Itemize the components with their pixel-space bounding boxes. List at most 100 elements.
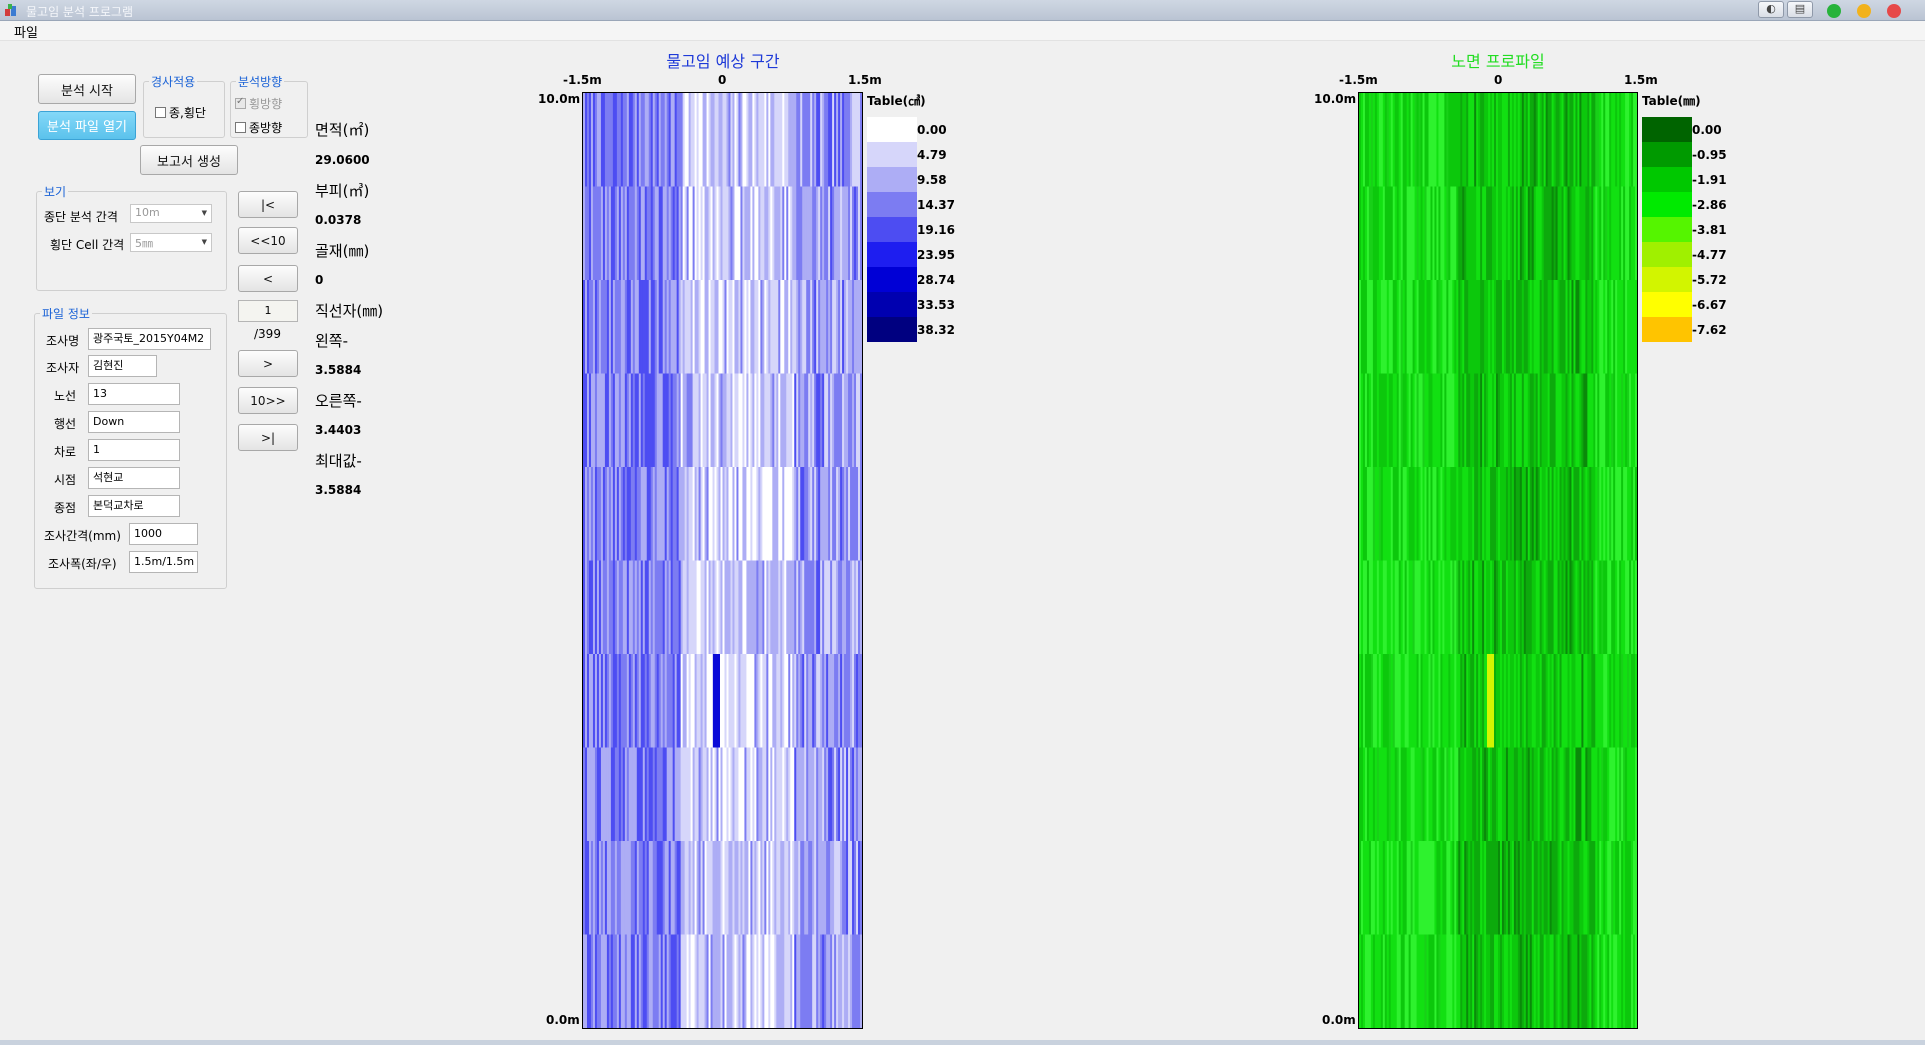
- profile-heatmap-cell: [1589, 186, 1592, 281]
- profile-heatmap-cell: [1523, 841, 1527, 936]
- next-page-button[interactable]: >: [238, 350, 298, 377]
- report-button[interactable]: 보고서 생성: [140, 145, 238, 175]
- forward-10-button[interactable]: 10>>: [238, 387, 298, 414]
- ponding-heatmap-cell: [790, 280, 793, 375]
- profile-heatmap-cell: [1454, 654, 1457, 749]
- profile-heatmap-cell: [1402, 560, 1406, 655]
- menu-file[interactable]: 파일: [14, 26, 38, 41]
- profile-heatmap-cell: [1366, 934, 1370, 1028]
- profile-heatmap-cell: [1394, 747, 1398, 842]
- profile-heatmap-cell: [1428, 747, 1432, 842]
- profile-heatmap-cell: [1370, 186, 1374, 281]
- profile-heatmap-cell: [1587, 280, 1590, 375]
- ponding-heatmap-cell: [736, 934, 740, 1028]
- file-info-field[interactable]: 1.5m/1.5m: [129, 551, 198, 573]
- profile-heatmap-cell: [1503, 747, 1507, 842]
- minimize-dot-icon[interactable]: [1857, 4, 1871, 18]
- long-interval-select[interactable]: 10m ▼: [130, 204, 212, 223]
- ponding-heatmap-cell: [646, 747, 650, 842]
- file-info-field[interactable]: 본덕교차로: [88, 495, 180, 517]
- profile-heatmap-cell: [1521, 373, 1525, 468]
- profile-heatmap-cell: [1368, 654, 1372, 749]
- horizontal-direction-checkbox[interactable]: 횡방향: [235, 95, 282, 112]
- ponding-heatmap-cell: [824, 373, 827, 468]
- ponding-heatmap-cell: [710, 841, 714, 936]
- ponding-heatmap-cell: [776, 467, 779, 562]
- file-info-field[interactable]: 석현교: [88, 467, 180, 489]
- ponding-heatmap-cell: [664, 654, 668, 749]
- ponding-heatmap-cell: [824, 934, 827, 1028]
- back-10-button[interactable]: <<10: [238, 227, 298, 254]
- profile-heatmap-cell: [1388, 654, 1392, 749]
- ponding-heatmap-cell: [750, 93, 753, 188]
- first-page-button[interactable]: |<: [238, 191, 298, 218]
- page-number-input[interactable]: 1: [238, 300, 298, 322]
- ponding-heatmap-cell: [748, 280, 751, 375]
- file-info-field[interactable]: 1: [88, 439, 180, 461]
- profile-heatmap-cell: [1446, 747, 1449, 842]
- profile-heatmap-cell: [1521, 934, 1525, 1028]
- open-file-button[interactable]: 분석 파일 열기: [38, 111, 136, 140]
- file-info-field[interactable]: Down: [88, 411, 180, 433]
- profile-heatmap-cell: [1448, 186, 1451, 281]
- file-info-field[interactable]: 1000: [129, 523, 198, 545]
- ponding-heatmap-cell: [736, 747, 740, 842]
- ponding-heatmap-cell: [642, 93, 646, 188]
- file-info-field[interactable]: 김현진: [88, 355, 157, 377]
- slope-checkbox[interactable]: 종,횡단: [155, 104, 206, 121]
- last-page-button[interactable]: >|: [238, 424, 298, 451]
- ponding-heatmap-cell: [612, 186, 616, 281]
- profile-heatmap-cell: [1394, 186, 1398, 281]
- file-info-field[interactable]: 광주국토_2015Y04M2: [88, 328, 211, 350]
- cross-cell-select[interactable]: 5㎜ ▼: [130, 233, 212, 252]
- chevron-down-icon: ▼: [201, 238, 207, 246]
- view-toggle-icon[interactable]: ◐: [1758, 1, 1784, 18]
- ponding-heatmap-cell: [598, 934, 602, 1028]
- profile-heatmap-cell: [1430, 747, 1434, 842]
- ponding-heatmap-cell: [852, 841, 855, 936]
- profile-heatmap-cell: [1438, 934, 1442, 1028]
- close-dot-icon[interactable]: [1887, 4, 1901, 18]
- ponding-heatmap-cell: [856, 373, 859, 468]
- ponding-heatmap-cell: [828, 654, 831, 749]
- profile-heatmap-cell: [1555, 373, 1559, 468]
- profile-heatmap-cell: [1559, 934, 1563, 1028]
- ponding-heatmap-cell: [672, 93, 676, 188]
- profile-heatmap-cell: [1446, 560, 1449, 655]
- ponding-heatmap-cell: [744, 373, 748, 468]
- ponding-heatmap-cell: [594, 654, 598, 749]
- profile-heatmap-cell: [1454, 747, 1457, 842]
- profile-heatmap-cell: [1551, 280, 1555, 375]
- prev-page-button[interactable]: <: [238, 265, 298, 292]
- ponding-heatmap-cell: [584, 186, 588, 281]
- ponding-heatmap-cell: [642, 654, 646, 749]
- ponding-heatmap-cell: [804, 560, 807, 655]
- ponding-heatmap-cell: [822, 373, 825, 468]
- profile-heatmap-cell: [1609, 747, 1612, 842]
- ponding-heatmap-cell: [630, 93, 634, 188]
- profile-heatmap-cell: [1501, 280, 1505, 375]
- ponding-heatmap-cell: [602, 373, 606, 468]
- ponding-heatmap-cell: [816, 373, 819, 468]
- ponding-heatmap-cell: [660, 934, 664, 1028]
- long-interval-label: 종단 분석 간격: [44, 210, 118, 224]
- profile-heatmap-cell: [1585, 747, 1588, 842]
- start-analysis-button[interactable]: 분석 시작: [38, 74, 136, 104]
- profile-heatmap-cell: [1436, 373, 1440, 468]
- profile-heatmap-cell: [1480, 934, 1483, 1028]
- profile-heatmap-cell: [1537, 373, 1541, 468]
- ponding-heatmap-cell: [838, 280, 841, 375]
- ponding-heatmap-cell: [686, 934, 690, 1028]
- profile-heatmap-cell: [1376, 186, 1380, 281]
- profile-heatmap-cell: [1368, 841, 1372, 936]
- profile-heatmap-cell: [1414, 186, 1418, 281]
- ponding-heatmap-cell: [714, 280, 718, 375]
- profile-heatmap-cell: [1537, 560, 1541, 655]
- file-info-field[interactable]: 13: [88, 383, 180, 405]
- maximize-dot-icon[interactable]: [1827, 4, 1841, 18]
- volume-label: 부피(㎥): [315, 182, 370, 200]
- profile-heatmap-cell: [1633, 934, 1636, 1028]
- profile-x-tick-left: -1.5m: [1339, 73, 1378, 87]
- vertical-direction-checkbox[interactable]: 종방향: [235, 119, 282, 136]
- capture-icon[interactable]: ▤: [1787, 1, 1813, 18]
